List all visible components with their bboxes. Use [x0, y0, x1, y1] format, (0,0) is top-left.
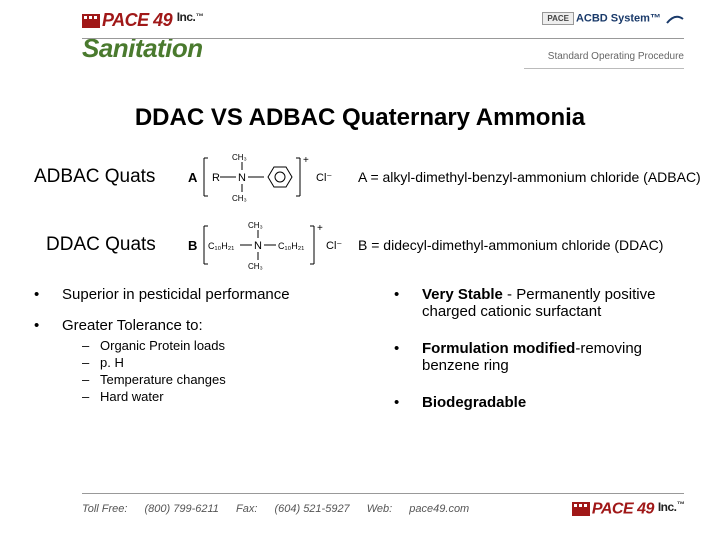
formula-letter: A — [188, 170, 198, 185]
formula-letter: B — [188, 238, 197, 253]
compound-desc: A = alkyl-dimethyl-benzyl-ammonium chlor… — [354, 169, 702, 185]
toll-label: Toll Free: — [82, 503, 127, 515]
page-title: DDAC VS ADBAC Quaternary Ammonia — [0, 104, 720, 132]
svg-text:+: + — [317, 223, 323, 234]
sub-item: –p. H — [82, 355, 394, 370]
list-item: • Greater Tolerance to: — [34, 317, 394, 334]
formula-svg-a: A R N CH₃ CH₃ + Cl⁻ — [182, 150, 354, 204]
svg-text:R: R — [212, 172, 220, 184]
sub-text: Organic Protein loads — [100, 338, 225, 353]
bullet-text: Biodegradable — [422, 394, 702, 411]
svg-text:Cl⁻: Cl⁻ — [326, 240, 342, 252]
compound-desc: B = didecyl-dimethyl-ammonium chloride (… — [354, 237, 702, 253]
bold-lead: Formulation modified — [422, 340, 575, 357]
dash-icon: – — [82, 389, 100, 404]
dash-icon: – — [82, 372, 100, 387]
pace-building-icon — [572, 502, 590, 516]
slide-header: PACE 49 Inc.™ Sanitation PACEACBD System… — [0, 0, 720, 82]
sop-label: Standard Operating Procedure — [542, 51, 684, 62]
fax-value: (604) 521-5927 — [274, 503, 349, 515]
sub-list: –Organic Protein loads –p. H –Temperatur… — [82, 338, 394, 404]
bold-lead: Biodegradable — [422, 394, 526, 411]
fax-label: Fax: — [236, 503, 257, 515]
compound-row-adbac: ADBAC Quats A R N CH₃ CH₃ + Cl⁻ A = alky… — [34, 150, 702, 204]
list-item: • Biodegradable — [394, 394, 702, 411]
web-value: pace49.com — [409, 503, 469, 515]
toll-value: (800) 799-6211 — [145, 503, 219, 515]
list-item: • Very Stable - Permanently positive cha… — [394, 286, 702, 320]
bullet-icon: • — [34, 317, 62, 334]
pace-logo-small: PACE 49 Inc.™ — [572, 500, 684, 518]
footer-logo: PACE 49 Inc.™ — [572, 500, 684, 518]
system-box: PACE — [542, 12, 574, 25]
brand-suffix: Inc. — [658, 500, 677, 514]
svg-text:N: N — [238, 172, 246, 184]
svg-text:Cl⁻: Cl⁻ — [316, 172, 332, 184]
compound-label: DDAC Quats — [34, 234, 182, 256]
bullet-text: Formulation modified-removing benzene ri… — [422, 340, 702, 374]
content-columns: • Superior in pesticidal performance • G… — [0, 286, 720, 431]
svg-text:CH₃: CH₃ — [232, 194, 247, 203]
right-column: • Very Stable - Permanently positive cha… — [394, 286, 702, 431]
svg-text:C₁₀H₂₁: C₁₀H₂₁ — [208, 241, 234, 251]
sub-text: Temperature changes — [100, 372, 226, 387]
brand-tm: ™ — [195, 12, 203, 21]
dash-icon: – — [82, 355, 100, 370]
brand-text: PACE 49 — [592, 500, 654, 517]
sub-text: Hard water — [100, 389, 164, 404]
compound-row-ddac: DDAC Quats B C₁₀H₂₁ N CH₃ CH₃ C₁₀H₂₁ + C… — [34, 218, 702, 272]
formula-svg-b: B C₁₀H₂₁ N CH₃ CH₃ C₁₀H₂₁ + Cl⁻ — [182, 218, 354, 272]
compound-label: ADBAC Quats — [34, 166, 182, 188]
dash-icon: – — [82, 338, 100, 353]
pace-building-icon — [82, 14, 100, 28]
compounds-section: ADBAC Quats A R N CH₃ CH₃ + Cl⁻ A = alky… — [0, 150, 720, 272]
compound-formula-adbac: A R N CH₃ CH₃ + Cl⁻ — [182, 150, 354, 204]
system-text: ACBD System — [576, 12, 650, 24]
svg-text:CH₃: CH₃ — [248, 262, 263, 271]
brand-text: PACE 49 — [102, 10, 172, 30]
bullet-text: Very Stable - Permanently positive charg… — [422, 286, 702, 320]
footer-contact: Toll Free: (800) 799-6211 Fax: (604) 521… — [82, 503, 483, 515]
brand-suffix: Inc. — [177, 10, 196, 24]
header-right: PACEACBD System™ Standard Operating Proc… — [542, 12, 684, 62]
slide-footer: Toll Free: (800) 799-6211 Fax: (604) 521… — [82, 493, 684, 518]
sub-item: –Hard water — [82, 389, 394, 404]
brand-tm: ™ — [677, 500, 685, 509]
svg-text:CH₃: CH₃ — [232, 153, 247, 162]
svg-text:C₁₀H₂₁: C₁₀H₂₁ — [278, 241, 304, 251]
sub-text: p. H — [100, 355, 124, 370]
bold-lead: Very Stable — [422, 286, 503, 303]
list-item: • Superior in pesticidal performance — [34, 286, 394, 303]
svg-text:CH₃: CH₃ — [248, 221, 263, 230]
sop-rule — [524, 68, 684, 69]
system-tm: ™ — [650, 12, 661, 24]
bullet-icon: • — [394, 394, 422, 411]
sub-item: –Organic Protein loads — [82, 338, 394, 353]
list-item: • Formulation modified-removing benzene … — [394, 340, 702, 374]
compound-formula-ddac: B C₁₀H₂₁ N CH₃ CH₃ C₁₀H₂₁ + Cl⁻ — [182, 218, 354, 272]
pace-logo: PACE 49 Inc.™ — [82, 10, 203, 31]
bullet-icon: • — [394, 340, 422, 374]
bullet-icon: • — [394, 286, 422, 320]
svg-text:+: + — [303, 155, 309, 166]
brand-block: PACE 49 Inc.™ Sanitation — [82, 10, 203, 64]
web-label: Web: — [367, 503, 392, 515]
sub-item: –Temperature changes — [82, 372, 394, 387]
system-label: PACEACBD System™ — [542, 12, 684, 25]
bullet-icon: • — [34, 286, 62, 303]
bullet-text: Superior in pesticidal performance — [62, 286, 394, 303]
svg-text:N: N — [254, 240, 262, 252]
left-column: • Superior in pesticidal performance • G… — [34, 286, 394, 431]
bullet-text: Greater Tolerance to: — [62, 317, 394, 334]
swoosh-icon — [666, 13, 684, 25]
